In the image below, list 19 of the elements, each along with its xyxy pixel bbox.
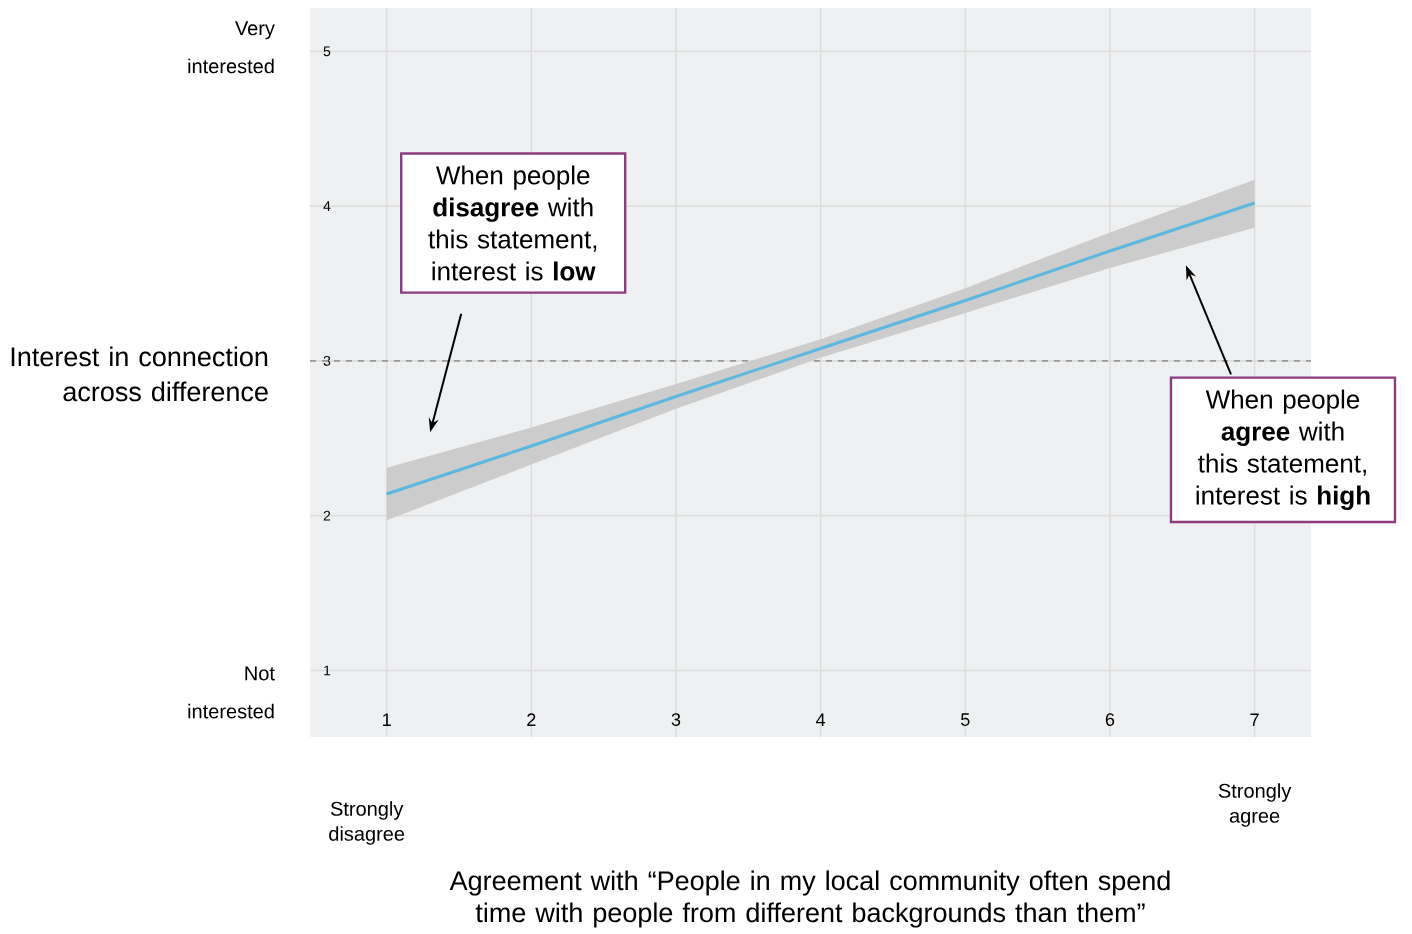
- y-axis-title: Interest in connection across difference: [11, 346, 268, 402]
- x-tick-label: 7: [1250, 713, 1259, 726]
- x-tick-label: 5: [961, 713, 970, 726]
- y-tick-label: 4: [323, 201, 331, 211]
- text: Not interested: [188, 666, 275, 719]
- text: Strongly disagree: [329, 801, 405, 845]
- x-axis-title: Agreement with “People in my local community often spend time with people from different backgrounds than them”: [449, 870, 1170, 928]
- y-tick-label: 5: [323, 46, 331, 57]
- y-tick-label: 2: [323, 510, 331, 521]
- annotation: When people agree with this statement, interest is high: [1196, 389, 1370, 510]
- text: Strongly agree: [1218, 783, 1292, 827]
- y-tick-label: 1: [324, 665, 331, 676]
- x-tick-label: 6: [1105, 713, 1115, 726]
- x-tick-label: 2: [527, 713, 536, 726]
- x-tick-label: 4: [816, 713, 826, 726]
- x-tick-label: 1: [383, 713, 391, 726]
- x-tick-label: 3: [671, 713, 681, 726]
- annotation: When people disagree with this statement, interest is low: [428, 165, 597, 281]
- text: Very interested: [188, 21, 275, 74]
